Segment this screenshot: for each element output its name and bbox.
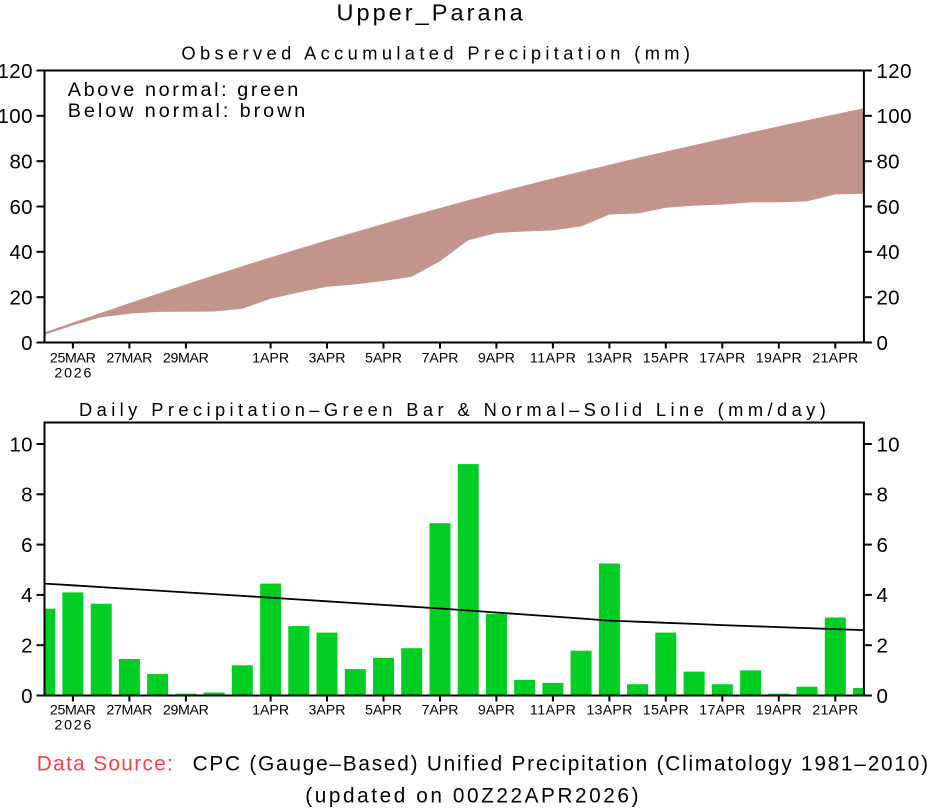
svg-text:4: 4: [21, 584, 32, 607]
svg-text:10: 10: [877, 433, 900, 456]
svg-text:21APR: 21APR: [812, 702, 858, 718]
svg-text:80: 80: [10, 151, 33, 174]
svg-text:0: 0: [21, 685, 32, 708]
svg-text:11APR: 11APR: [530, 350, 576, 366]
svg-text:6: 6: [21, 534, 32, 557]
svg-text:10: 10: [10, 433, 33, 456]
svg-text:9APR: 9APR: [478, 702, 515, 718]
svg-text:1APR: 1APR: [252, 350, 289, 366]
svg-text:100: 100: [877, 105, 912, 128]
svg-text:8: 8: [877, 484, 888, 507]
svg-text:11APR: 11APR: [530, 702, 576, 718]
svg-text:6: 6: [877, 534, 888, 557]
svg-text:5APR: 5APR: [365, 702, 402, 718]
svg-text:Observed Accumulated Precipita: Observed Accumulated Precipitation (mm): [181, 42, 690, 63]
svg-text:1APR: 1APR: [252, 702, 289, 718]
svg-text:Daily Precipitation–Green Bar: Daily Precipitation–Green Bar & Normal–S…: [79, 399, 826, 420]
svg-text:60: 60: [877, 196, 900, 219]
svg-text:Above normal: green: Above normal: green: [68, 79, 298, 101]
svg-text:100: 100: [0, 105, 33, 128]
svg-text:5APR: 5APR: [365, 350, 402, 366]
svg-text:3APR: 3APR: [309, 702, 346, 718]
svg-text:13APR: 13APR: [586, 350, 632, 366]
svg-text:40: 40: [10, 241, 33, 264]
svg-text:Below normal: brown: Below normal: brown: [68, 100, 305, 122]
svg-text:25MAR: 25MAR: [50, 702, 96, 718]
svg-text:19APR: 19APR: [756, 350, 802, 366]
svg-text:21APR: 21APR: [812, 350, 858, 366]
svg-text:120: 120: [877, 60, 912, 83]
svg-text:0: 0: [877, 685, 888, 708]
svg-text:15APR: 15APR: [643, 350, 689, 366]
svg-text:17APR: 17APR: [699, 702, 745, 718]
svg-text:120: 120: [0, 60, 33, 83]
svg-text:20: 20: [877, 287, 900, 310]
svg-text:9APR: 9APR: [478, 350, 515, 366]
svg-text:27MAR: 27MAR: [106, 702, 152, 718]
svg-text:60: 60: [10, 196, 33, 219]
svg-text:29MAR: 29MAR: [163, 702, 209, 718]
svg-text:2: 2: [877, 635, 888, 658]
svg-text:80: 80: [877, 151, 900, 174]
svg-text:3APR: 3APR: [309, 350, 346, 366]
svg-text:40: 40: [877, 241, 900, 264]
svg-text:27MAR: 27MAR: [106, 350, 152, 366]
svg-text:4: 4: [877, 584, 888, 607]
svg-text:0: 0: [21, 332, 32, 355]
svg-text:7APR: 7APR: [422, 350, 459, 366]
svg-text:20: 20: [10, 287, 33, 310]
svg-text:8: 8: [21, 484, 32, 507]
svg-text:15APR: 15APR: [643, 702, 689, 718]
svg-text:7APR: 7APR: [422, 702, 459, 718]
svg-text:17APR: 17APR: [699, 350, 745, 366]
svg-text:2: 2: [21, 635, 32, 658]
svg-text:0: 0: [877, 332, 888, 355]
svg-text:25MAR: 25MAR: [50, 350, 96, 366]
svg-text:2026: 2026: [54, 366, 91, 382]
svg-text:Data Source:: Data Source:: [37, 753, 173, 776]
svg-text:13APR: 13APR: [586, 702, 632, 718]
svg-text:29MAR: 29MAR: [163, 350, 209, 366]
svg-text:2026: 2026: [54, 718, 91, 734]
svg-text:19APR: 19APR: [756, 702, 802, 718]
